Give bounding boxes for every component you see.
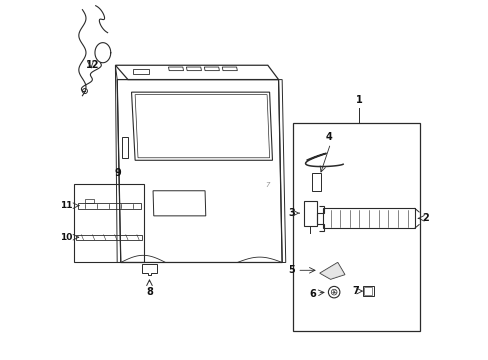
Bar bbox=[323, 208, 414, 228]
Text: 2: 2 bbox=[421, 213, 428, 223]
Text: 4: 4 bbox=[325, 132, 331, 142]
Text: 12: 12 bbox=[86, 60, 99, 70]
Text: 3: 3 bbox=[287, 208, 294, 218]
Bar bbox=[85, 198, 94, 203]
Text: 11: 11 bbox=[60, 201, 72, 210]
Bar bbox=[362, 286, 373, 297]
Text: 8: 8 bbox=[146, 287, 153, 297]
Text: 1: 1 bbox=[355, 95, 362, 105]
Text: 5: 5 bbox=[287, 265, 294, 275]
Text: 7: 7 bbox=[265, 183, 269, 188]
Bar bbox=[292, 123, 419, 330]
Bar bbox=[74, 184, 144, 262]
Polygon shape bbox=[319, 262, 344, 279]
Bar bbox=[303, 201, 316, 226]
Text: 7: 7 bbox=[352, 286, 359, 296]
Text: 6: 6 bbox=[309, 289, 316, 299]
Bar bbox=[311, 173, 320, 191]
Text: 9: 9 bbox=[114, 168, 121, 178]
Text: 10: 10 bbox=[60, 233, 72, 242]
Bar bbox=[364, 287, 371, 295]
